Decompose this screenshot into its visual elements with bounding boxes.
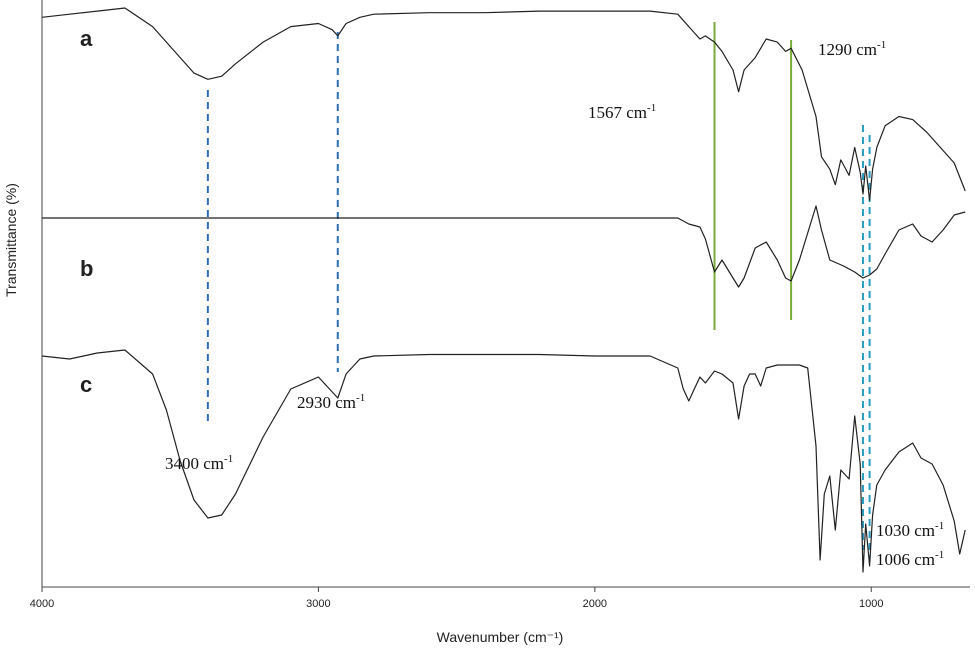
annotation-1006: 1006 cm-1 [876,549,944,569]
x-ticks: 4000 3000 2000 1000 [30,587,883,610]
spectrum-line-a [41,7,966,201]
spectrum-line-b [42,205,966,288]
x-tick-label-1000: 1000 [859,598,883,610]
x-tick-label-2000: 2000 [583,598,607,610]
trace-label-c: c [80,372,92,397]
y-axis-title: Transmittance (%) [3,183,19,297]
annotation-1030: 1030 cm-1 [876,520,944,540]
x-tick-label-3000: 3000 [306,598,330,610]
x-tick-label-4000: 4000 [30,598,54,610]
x-axis-title: Wavenumber (cm⁻¹) [437,629,564,645]
spectrum-line-c [41,349,966,573]
reference-lines [206,22,871,565]
trace-label-b: b [80,256,93,281]
annotation-3400: 3400 cm-1 [165,453,233,473]
annotation-2930: 2930 cm-1 [297,392,365,412]
trace-label-a: a [80,26,93,51]
spectrum-traces [41,7,966,573]
annotation-1290: 1290 cm-1 [818,39,886,59]
annotation-1567: 1567 cm-1 [588,102,656,122]
